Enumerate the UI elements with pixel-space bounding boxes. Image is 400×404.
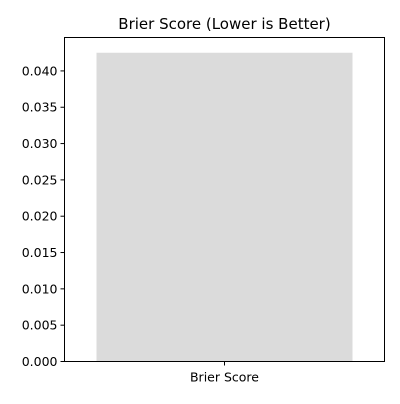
y-tick-label-0: 0.000 (22, 354, 58, 369)
y-tick-label-2: 0.010 (22, 281, 58, 296)
y-tick-label-6: 0.030 (22, 136, 58, 151)
bars-layer (96, 52, 353, 362)
y-tick-label-5: 0.025 (22, 172, 58, 187)
y-tick-label-1: 0.005 (22, 318, 58, 333)
y-tick-label-4: 0.020 (22, 209, 58, 224)
x-axis: Brier Score (190, 361, 259, 385)
bar-0 (96, 52, 353, 362)
plot-frame (64, 37, 385, 362)
y-tick-label-8: 0.040 (22, 63, 58, 78)
y-axis: 0.000 0.005 0.010 0.015 0.020 0.025 0.030 0.035… (22, 63, 65, 369)
chart-title: Brier Score (Lower is Better) (118, 15, 330, 33)
y-tick-label-7: 0.035 (22, 100, 58, 115)
x-tick-label-0: Brier Score (190, 370, 259, 385)
y-tick-label-3: 0.015 (22, 245, 58, 260)
